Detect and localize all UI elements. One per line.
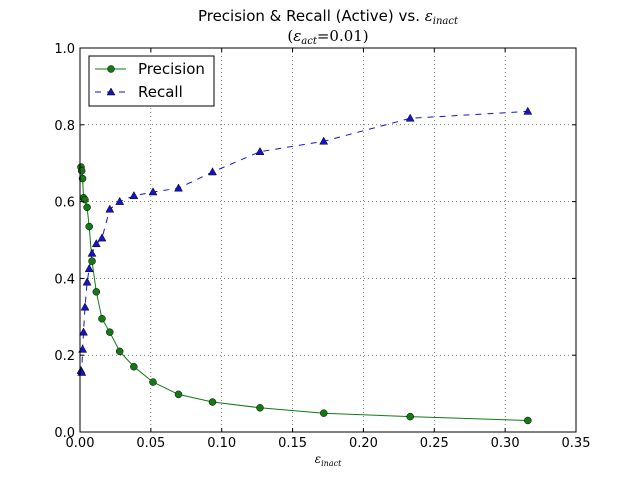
precision-point [106,328,114,336]
chart-subtitle-value: =0.01) [317,27,369,45]
chart-title-symbol: ε [425,7,433,25]
precision-point [149,378,157,386]
legend-precision-marker [107,65,115,73]
precision-point [319,409,328,417]
legend-box [88,55,215,107]
y-tick-label: 1.0 [54,42,75,57]
x-axis-label-symbol: ε [315,452,321,466]
recall-point [523,106,533,115]
precision-point [208,398,217,406]
x-tick-label: 0.10 [207,436,236,451]
recall-point [319,136,329,145]
axis-ticks [79,47,577,433]
y-tick-label: 0.6 [54,196,75,211]
x-tick-label: 0.35 [562,436,591,451]
axis-tick-labels: 0.00 0.05 0.10 0.15 0.20 0.25 0.30 0.35 0.0 0.2 0.… [54,42,590,451]
recall-point [84,264,94,273]
grid-lines [80,48,576,432]
legend-recall-marker [106,87,116,96]
precision-point [524,416,532,425]
recall-point [405,113,415,122]
precision-point [88,257,96,265]
recall-point [80,302,90,311]
legend: Precision Recall [88,55,215,107]
recall-point [208,167,217,176]
recall-point [129,191,139,200]
y-tick-label: 0.8 [54,119,75,134]
precision-point [406,412,414,421]
precision-point [115,347,124,356]
x-axis-label-subscript: inact [321,459,342,468]
x-tick-label: 0.30 [491,436,520,451]
legend-recall-label: Recall [138,83,183,101]
x-tick-label: 0.05 [136,436,165,451]
precision-point [83,203,91,212]
recall-point [255,146,265,155]
recall-point [115,196,125,205]
recall-point [87,248,97,257]
recall-point [79,327,88,336]
recall-point [174,183,183,192]
legend-precision-label: Precision [138,60,205,78]
chart-subtitle-subscript: act [301,36,318,47]
x-tick-label: 0.20 [349,436,378,451]
x-tick-label: 0.15 [278,436,307,451]
recall-point [97,233,107,242]
y-tick-label: 0.2 [54,349,75,364]
chart-subtitle: (εact=0.01) [287,27,368,47]
recall-point [78,344,88,353]
chart-title-subscript: inact [433,16,459,27]
precision-point [174,390,183,399]
recall-point [105,204,115,213]
precision-point [77,167,86,175]
series-markers [76,106,533,425]
precision-point [256,404,264,412]
y-tick-label: 0.4 [54,272,75,287]
recall-point [82,277,92,286]
chart-subtitle-symbol: ε [293,27,301,45]
precision-point [92,288,101,296]
recall-point [91,239,101,248]
recall-point [148,187,158,196]
plot-area [80,48,576,432]
x-tick-label: 0.00 [66,436,95,451]
precision-point [78,174,87,183]
chart-subtitle-open: ( [287,27,293,45]
precision-point [85,222,93,231]
precision-point [98,314,106,323]
precision-point [81,195,89,204]
chart-title-text: Precision & Recall (Active) vs. [198,7,425,25]
chart-title: Precision & Recall (Active) vs. εinact [198,7,459,27]
plot-frame [79,47,577,433]
x-tick-label: 0.25 [420,436,449,451]
x-axis-label: εinact [315,452,342,468]
precision-point [130,362,138,371]
y-tick-label: 0.0 [54,426,75,441]
